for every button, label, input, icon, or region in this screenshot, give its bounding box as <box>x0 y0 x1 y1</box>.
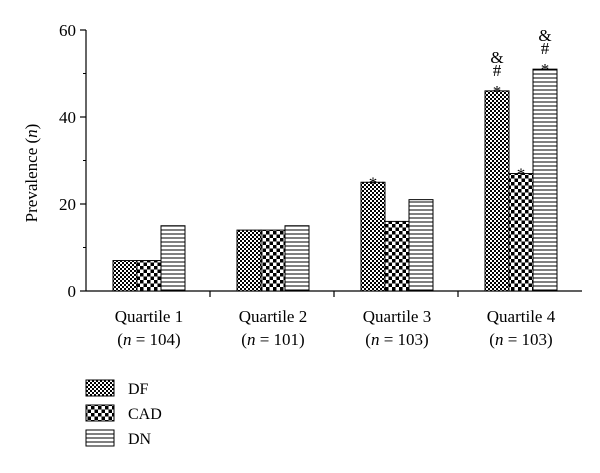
y-tick-label: 0 <box>68 282 77 301</box>
legend-label-cad: CAD <box>128 406 162 423</box>
x-category-label: Quartile 3 <box>363 307 431 326</box>
significance-marker: * <box>517 165 526 184</box>
bar-cad-1 <box>136 260 162 292</box>
bar-df-1 <box>112 260 138 292</box>
bar-cad-2 <box>260 229 286 292</box>
significance-marker: # <box>493 61 502 80</box>
bar-dn-4 <box>532 68 558 292</box>
bar-df-4 <box>484 90 510 292</box>
y-axis-title: Prevalence (n) <box>22 124 41 223</box>
legend-swatch-cad <box>85 404 115 422</box>
bar-cad-3 <box>384 220 410 292</box>
x-category-label: Quartile 4 <box>487 307 556 326</box>
x-category-n-label: (n = 101) <box>241 330 304 349</box>
y-tick-label: 40 <box>59 108 76 127</box>
x-category-n-label: (n = 104) <box>117 330 180 349</box>
bar-dn-3 <box>408 199 434 292</box>
x-category-n-label: (n = 103) <box>365 330 428 349</box>
significance-marker: * <box>541 60 550 79</box>
bar-dn-2 <box>284 225 310 292</box>
y-tick-label: 20 <box>59 195 76 214</box>
bar-cad-4 <box>508 173 534 292</box>
legend-label-dn: DN <box>128 431 152 448</box>
bar-df-2 <box>236 229 262 292</box>
y-tick-label: 60 <box>59 21 76 40</box>
x-category-n-label: (n = 103) <box>489 330 552 349</box>
legend-label-df: DF <box>128 381 149 398</box>
legend-swatch-df <box>85 379 115 397</box>
legend-swatch-dn <box>85 429 115 447</box>
significance-marker: & <box>538 26 551 45</box>
x-category-label: Quartile 1 <box>115 307 183 326</box>
bar-dn-1 <box>160 225 186 292</box>
significance-marker: & <box>490 48 503 67</box>
x-category-label: Quartile 2 <box>239 307 307 326</box>
bar-df-3 <box>360 181 386 292</box>
significance-marker: * <box>493 82 502 101</box>
significance-marker: # <box>541 39 550 58</box>
significance-marker: * <box>369 173 378 192</box>
